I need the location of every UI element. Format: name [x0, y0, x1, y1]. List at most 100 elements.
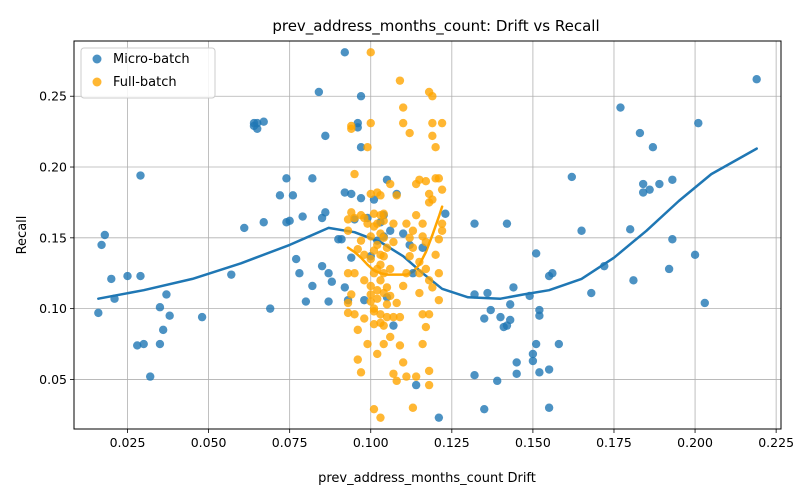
y-axis-label: Recall — [15, 216, 30, 255]
full-batch-point — [379, 339, 388, 349]
micro-batch-point — [356, 143, 366, 152]
full-batch-point — [379, 233, 388, 243]
full-batch-point — [424, 366, 434, 376]
full-batch-point — [382, 300, 392, 309]
full-batch-point — [353, 325, 362, 335]
micro-batch-point — [94, 308, 103, 318]
micro-batch-point — [700, 298, 709, 308]
micro-batch-point — [512, 358, 521, 367]
full-batch-point — [379, 252, 388, 261]
full-batch-point — [343, 308, 353, 318]
micro-batch-point — [496, 312, 505, 322]
full-batch-point — [421, 322, 431, 332]
full-batch-point — [379, 321, 388, 330]
micro-batch-point — [600, 261, 609, 271]
full-batch-point — [363, 219, 372, 228]
full-batch-point — [437, 185, 447, 194]
full-batch-point — [389, 369, 398, 378]
full-batch-point — [366, 48, 375, 57]
x-tick-label: 0.225 — [758, 435, 794, 450]
full-batch-point — [363, 339, 372, 349]
full-batch-point — [428, 131, 437, 141]
micro-batch-point — [616, 103, 625, 112]
full-batch-point — [389, 219, 398, 228]
micro-batch-point — [531, 249, 541, 258]
micro-batch-point — [165, 311, 174, 320]
micro-batch-point — [535, 368, 544, 377]
full-batch-point — [366, 281, 375, 291]
full-batch-point — [379, 269, 388, 278]
full-batch-point — [379, 216, 388, 226]
micro-batch-point — [480, 404, 489, 414]
full-batch-point — [376, 260, 385, 269]
micro-batch-point — [629, 276, 638, 285]
full-batch-point — [382, 243, 392, 252]
full-batch-point — [398, 358, 408, 367]
full-batch-point — [434, 174, 444, 183]
micro-batch-point — [690, 250, 700, 260]
full-batch-point — [347, 290, 356, 299]
full-batch-point — [421, 237, 431, 247]
y-tick-label: 0.15 — [39, 230, 67, 245]
micro-batch-point — [694, 118, 703, 128]
micro-batch-point — [285, 216, 294, 226]
micro-batch-point — [136, 271, 145, 281]
micro-batch-point — [525, 291, 534, 301]
full-batch-point — [408, 226, 418, 235]
full-batch-point — [360, 314, 369, 323]
micro-batch-point — [295, 269, 304, 278]
micro-batch-point — [577, 226, 586, 235]
micro-batch-point — [107, 274, 116, 284]
micro-batch-point — [314, 87, 324, 97]
micro-batch-point — [638, 179, 648, 189]
full-batch-point — [343, 269, 353, 278]
micro-batch-point — [535, 311, 544, 320]
full-batch-point — [369, 304, 379, 313]
full-batch-point — [421, 176, 431, 186]
micro-batch-point — [752, 75, 761, 84]
micro-batch-point — [554, 339, 564, 349]
plot-frame — [73, 40, 782, 430]
micro-batch-point — [155, 303, 165, 312]
y-tick-label: 0.20 — [39, 160, 67, 175]
micro-batch-point — [308, 174, 317, 183]
full-batch-point — [366, 189, 375, 199]
micro-batch-point — [655, 179, 664, 189]
full-batch-point — [369, 404, 379, 414]
x-tick-label: 0.200 — [677, 435, 713, 450]
micro-batch-point — [337, 235, 346, 244]
full-batch-point — [392, 191, 401, 200]
x-tick-label: 0.150 — [515, 435, 551, 450]
full-batch-point — [395, 76, 405, 85]
micro-batch-point — [321, 131, 330, 141]
micro-batch-point — [470, 219, 479, 228]
micro-batch-point — [486, 305, 495, 315]
legend: Micro-batch Full-batch — [80, 47, 216, 99]
micro-batch-point — [227, 270, 236, 279]
micro-batch-point — [136, 171, 145, 180]
micro-batch-point — [502, 219, 512, 228]
micro-batch-point — [512, 369, 521, 378]
x-tick-label: 0.125 — [434, 435, 470, 450]
micro-batch-point — [197, 312, 207, 322]
micro-batch-point — [625, 225, 635, 234]
micro-batch-point — [324, 269, 333, 278]
legend-marker-full-batch — [92, 77, 102, 87]
full-batch-point — [395, 312, 405, 322]
micro-batch-point — [470, 290, 479, 299]
full-batch-point — [373, 294, 382, 303]
micro-batch-point — [531, 339, 541, 349]
full-batch-point — [405, 128, 414, 138]
x-tick-label: 0.050 — [191, 435, 227, 450]
micro-batch-point — [253, 118, 262, 128]
full-batch-point — [424, 310, 434, 319]
full-batch-point — [386, 291, 395, 301]
y-tick-label: 0.25 — [39, 89, 67, 104]
full-batch-point — [402, 372, 411, 381]
full-batch-point — [343, 226, 353, 235]
micro-batch-point — [668, 235, 677, 244]
micro-batch-point — [291, 254, 301, 264]
micro-batch-point — [146, 372, 155, 381]
micro-batch-point — [398, 229, 408, 238]
full-batch-point — [418, 219, 427, 228]
